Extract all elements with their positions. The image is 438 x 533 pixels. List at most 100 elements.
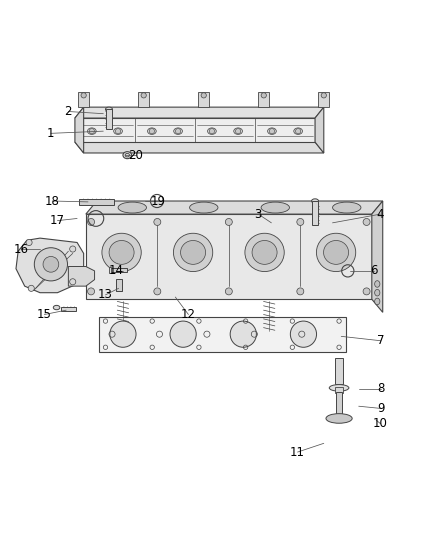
Circle shape [116,128,120,134]
Ellipse shape [374,298,380,305]
Polygon shape [78,92,89,107]
Text: 9: 9 [377,402,384,415]
Circle shape [141,93,146,98]
Text: 8: 8 [377,382,384,395]
Circle shape [269,128,275,134]
Ellipse shape [261,202,290,213]
Polygon shape [75,118,315,142]
Circle shape [26,239,32,246]
Bar [61,307,76,311]
Bar [109,266,111,273]
Ellipse shape [311,199,318,203]
Ellipse shape [109,240,134,264]
Circle shape [70,246,76,252]
Circle shape [225,219,232,225]
Bar [312,201,318,225]
Circle shape [296,128,301,134]
Circle shape [28,285,34,292]
Text: 6: 6 [370,264,378,277]
Ellipse shape [118,202,146,213]
Text: 10: 10 [373,417,388,430]
Polygon shape [99,317,346,352]
Bar [335,358,343,384]
Text: 18: 18 [45,195,60,207]
Ellipse shape [53,305,60,310]
Text: 13: 13 [98,288,113,301]
Bar [106,109,112,129]
Bar [79,199,114,205]
Polygon shape [318,92,329,107]
Circle shape [363,288,370,295]
Polygon shape [75,142,324,153]
Circle shape [321,93,326,98]
Text: 16: 16 [14,243,29,255]
Ellipse shape [190,202,218,213]
Ellipse shape [294,128,303,134]
Ellipse shape [208,128,216,134]
Ellipse shape [268,128,276,134]
Circle shape [363,219,370,225]
Ellipse shape [173,233,213,272]
Ellipse shape [114,128,122,134]
Ellipse shape [245,233,284,272]
Circle shape [170,321,196,348]
Text: 14: 14 [109,264,124,277]
Ellipse shape [180,240,205,264]
Circle shape [70,279,76,285]
Ellipse shape [329,385,349,391]
Circle shape [154,288,161,295]
Circle shape [209,128,215,134]
Ellipse shape [332,202,361,213]
Circle shape [34,248,67,281]
Text: 19: 19 [150,195,166,207]
Ellipse shape [374,289,380,296]
Text: 15: 15 [37,308,52,321]
Polygon shape [86,214,372,299]
Circle shape [290,321,317,348]
Circle shape [88,219,95,225]
Ellipse shape [374,281,380,287]
Polygon shape [86,201,383,214]
Polygon shape [258,92,269,107]
Text: 12: 12 [181,308,196,321]
Polygon shape [16,238,84,293]
Ellipse shape [123,152,132,159]
Text: 7: 7 [377,334,384,347]
Circle shape [149,128,155,134]
Circle shape [297,219,304,225]
Text: 4: 4 [377,208,384,221]
Ellipse shape [252,240,277,264]
Bar [110,268,127,272]
Circle shape [154,219,161,225]
Text: 3: 3 [254,208,262,221]
Ellipse shape [174,128,183,134]
Ellipse shape [326,414,352,423]
Bar [336,392,342,417]
Polygon shape [138,92,149,107]
Text: 2: 2 [65,105,72,118]
Text: 1: 1 [47,127,55,140]
Ellipse shape [88,128,96,134]
Circle shape [230,321,256,348]
Circle shape [110,321,136,348]
Circle shape [43,256,59,272]
Circle shape [89,128,95,134]
Circle shape [81,93,86,98]
Circle shape [201,93,206,98]
Polygon shape [315,107,324,153]
Circle shape [297,288,304,295]
Polygon shape [75,107,324,118]
Text: 17: 17 [50,214,65,227]
Text: 11: 11 [290,446,305,458]
Ellipse shape [148,128,156,134]
Bar [116,279,122,292]
Ellipse shape [324,240,349,264]
Text: 20: 20 [129,149,144,161]
Circle shape [176,128,181,134]
Polygon shape [372,201,383,312]
Polygon shape [198,92,209,107]
Circle shape [236,128,241,134]
Bar [335,386,343,393]
Polygon shape [68,266,95,286]
Circle shape [88,288,95,295]
